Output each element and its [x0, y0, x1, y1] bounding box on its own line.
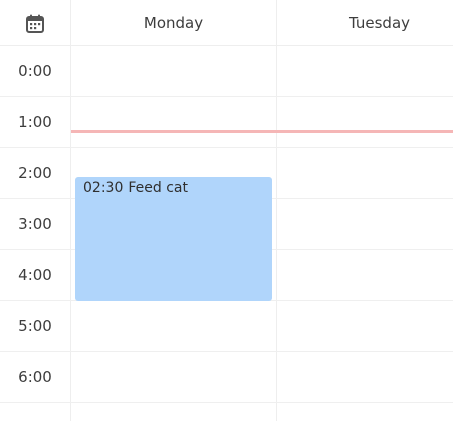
event-time: 02:30	[83, 180, 124, 196]
event-title: Feed cat	[128, 180, 188, 196]
hour-row-6[interactable]: 6:00	[0, 352, 453, 403]
calendar-header: Monday Tuesday	[0, 0, 453, 46]
day-header-monday[interactable]: Monday	[143, 14, 204, 32]
hour-label: 4:00	[18, 266, 52, 284]
current-time-indicator	[71, 130, 453, 133]
hour-label: 6:00	[18, 368, 52, 386]
hour-label: 3:00	[18, 215, 52, 233]
hour-row-5[interactable]: 5:00	[0, 301, 453, 352]
hour-row-1[interactable]: 1:00	[0, 97, 453, 148]
hour-row-0[interactable]: 0:00	[0, 46, 453, 97]
day-column-divider	[276, 0, 277, 421]
time-column-divider	[70, 0, 71, 421]
calendar-corner[interactable]	[0, 0, 70, 46]
event-feed-cat[interactable]: 02:30 Feed cat	[75, 177, 272, 301]
hour-label: 0:00	[18, 62, 52, 80]
day-header-tuesday[interactable]: Tuesday	[348, 14, 411, 32]
calendar-icon[interactable]	[26, 14, 44, 33]
hour-label: 5:00	[18, 317, 52, 335]
hour-label: 1:00	[18, 113, 52, 131]
hour-label: 2:00	[18, 164, 52, 182]
